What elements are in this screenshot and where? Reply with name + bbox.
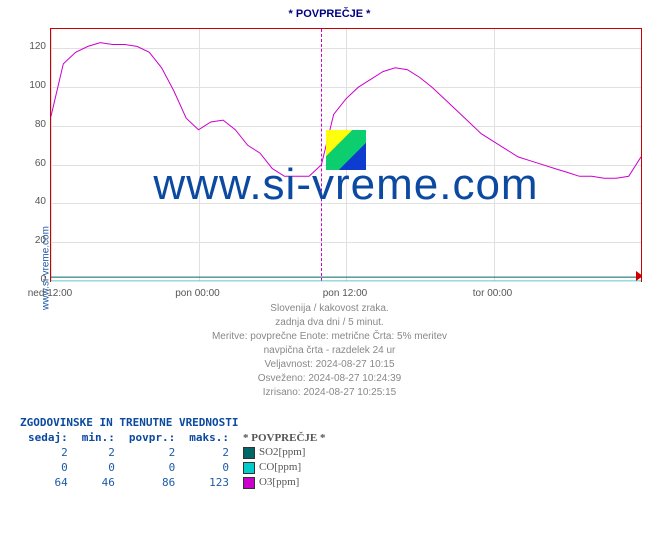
x-tick: pon 00:00	[175, 288, 220, 299]
legend-swatch	[243, 477, 255, 489]
legend-title: * POVPREČJE *	[237, 431, 332, 444]
x-tick: pon 12:00	[323, 288, 368, 299]
watermark-logo	[326, 130, 366, 170]
legend-swatch	[243, 447, 255, 459]
col-header: povpr.:	[123, 431, 181, 444]
col-header: min.:	[76, 431, 121, 444]
x-tick: tor 00:00	[473, 288, 512, 299]
y-tick: 80	[22, 119, 46, 130]
meta-line: navpična črta - razdelek 24 ur	[0, 344, 659, 358]
meta-line: Meritve: povprečne Enote: metrične Črta:…	[0, 330, 659, 344]
meta-line: Izrisano: 2024-08-27 10:25:15	[0, 386, 659, 400]
meta-line: Veljavnost: 2024-08-27 10:15	[0, 358, 659, 372]
col-header: maks.:	[183, 431, 235, 444]
metadata-block: Slovenija / kakovost zraka.zadnja dva dn…	[0, 302, 659, 400]
y-tick: 120	[22, 41, 46, 52]
stats-table: ZGODOVINSKE IN TRENUTNE VREDNOSTI sedaj:…	[20, 416, 333, 491]
legend-swatch	[243, 462, 255, 474]
col-header: sedaj:	[22, 431, 74, 444]
table-header: ZGODOVINSKE IN TRENUTNE VREDNOSTI	[20, 416, 333, 429]
meta-line: zadnja dva dni / 5 minut.	[0, 316, 659, 330]
meta-line: Slovenija / kakovost zraka.	[0, 302, 659, 316]
y-tick: 0	[22, 274, 46, 285]
table-row: 2222SO2[ppm]	[22, 446, 331, 459]
y-tick: 20	[22, 235, 46, 246]
y-tick: 40	[22, 196, 46, 207]
table-row: 0000CO[ppm]	[22, 461, 331, 474]
table-row: 644686123O3[ppm]	[22, 476, 331, 489]
x-tick: ned 12:00	[28, 288, 73, 299]
meta-line: Osveženo: 2024-08-27 10:24:39	[0, 372, 659, 386]
plot-area: www.si-vreme.com	[50, 28, 642, 282]
chart-title: * POVPREČJE *	[0, 8, 659, 20]
y-tick: 100	[22, 80, 46, 91]
y-tick: 60	[22, 158, 46, 169]
